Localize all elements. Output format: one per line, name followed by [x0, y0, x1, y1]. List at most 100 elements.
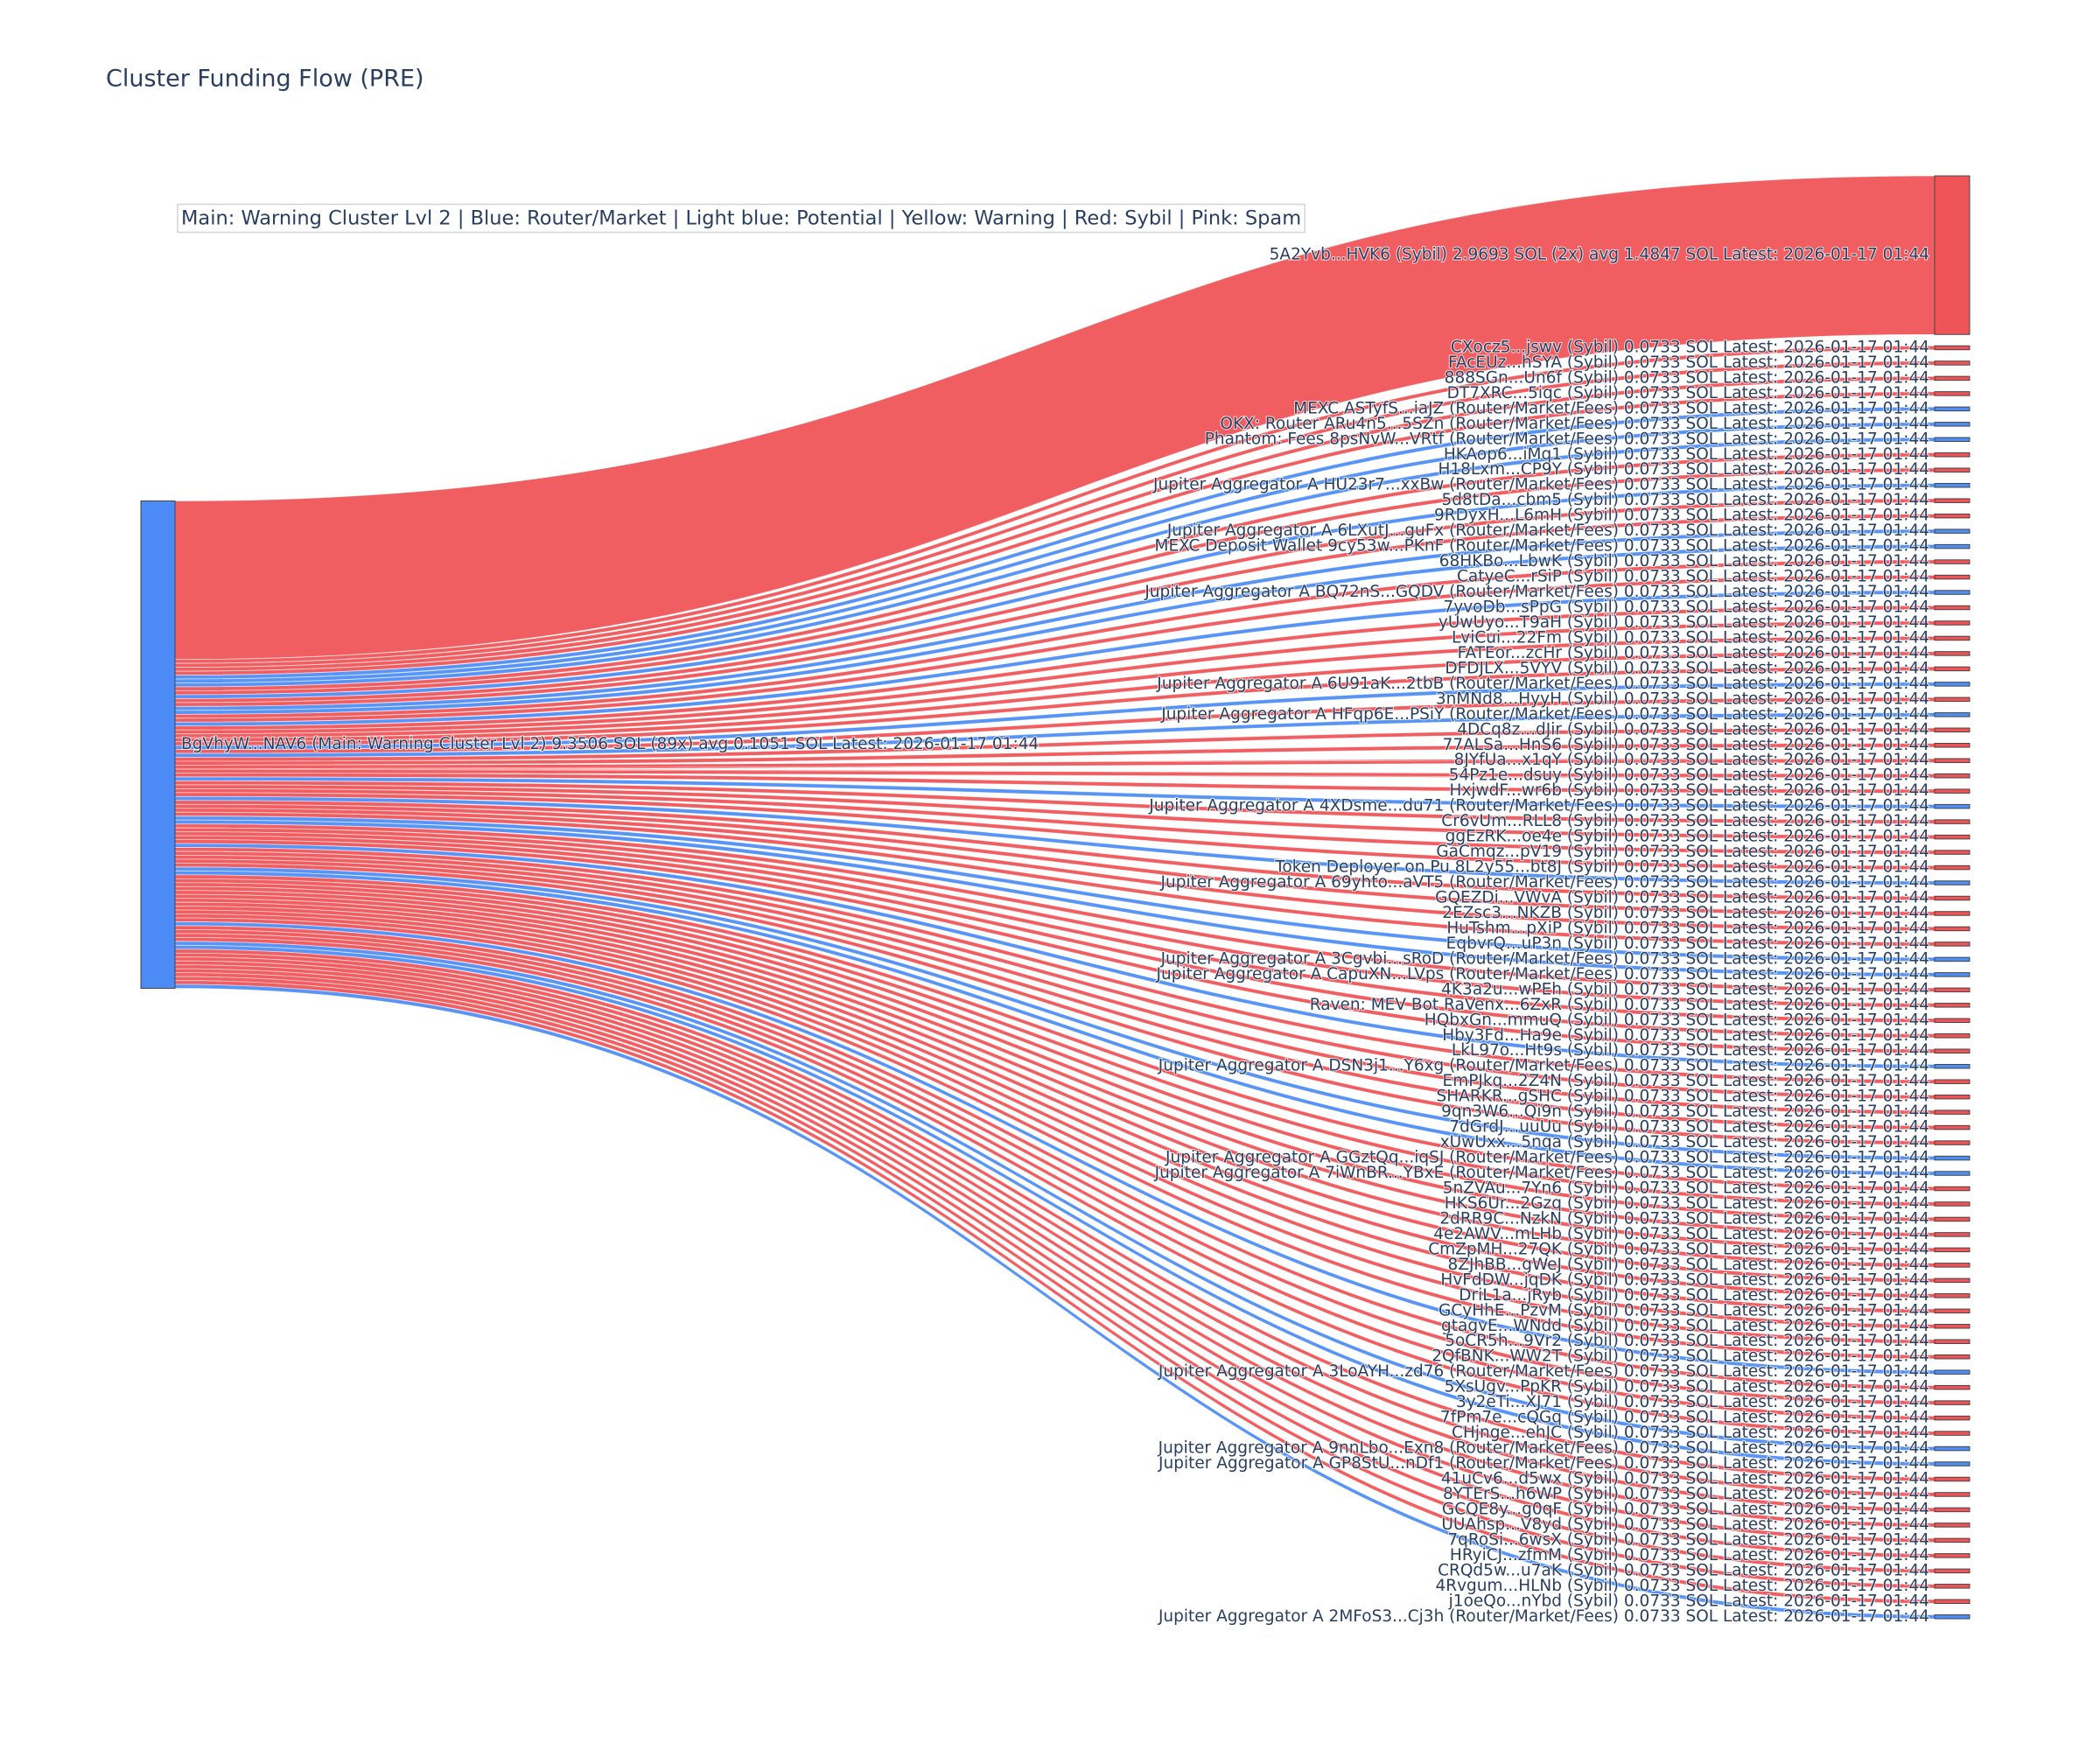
node: [1934, 773, 1970, 779]
node: [1934, 972, 1970, 977]
node-label: HxjwdF...wr6b (Sybil) 0.0733 SOL Latest:…: [1450, 781, 1929, 800]
node-label: 7qRoSi...6wsX (Sybil) 0.0733 SOL Latest:…: [1447, 1530, 1929, 1549]
node: [140, 500, 176, 989]
node: [1934, 1003, 1970, 1008]
node: [1934, 528, 1970, 534]
node-label: Jupiter Aggregator A 3Cgvbi...sRoD (Rout…: [1160, 949, 1929, 968]
node: [1934, 1492, 1970, 1497]
node-label: GQEZDi...VWvA (Sybil) 0.0733 SOL Latest:…: [1435, 889, 1929, 907]
node-label: Jupiter Aggregator A 6U91aK...2tbB (Rout…: [1156, 675, 1929, 693]
node-label: 5nZVAu...7Yn6 (Sybil) 0.0733 SOL Latest:…: [1443, 1180, 1929, 1198]
node-label: yUwUyo...T9aH (Sybil) 0.0733 SOL Latest:…: [1438, 613, 1929, 632]
node-label: CmZpMH...27QK (Sybil) 0.0733 SOL Latest:…: [1428, 1240, 1929, 1258]
node: [1934, 437, 1970, 443]
node: [1934, 1324, 1970, 1329]
node-label: Jupiter Aggregator A BQ72nS...GQDV (Rout…: [1144, 583, 1929, 601]
node: [1934, 391, 1970, 396]
node: [1934, 452, 1970, 458]
node: [1934, 175, 1970, 335]
node: [1934, 1400, 1970, 1405]
node: [1934, 1063, 1970, 1069]
node-label: 9RDyxH...L6mH (Sybil) 0.0733 SOL Latest:…: [1434, 507, 1929, 525]
node-label: Jupiter Aggregator A HU23r7...xxBw (Rout…: [1152, 476, 1929, 494]
node: [1934, 1201, 1970, 1207]
node-label: EqbvrQ...uP3n (Sybil) 0.0733 SOL Latest:…: [1446, 934, 1929, 953]
node: [1934, 467, 1970, 472]
node: [1934, 635, 1970, 641]
node: [1934, 926, 1970, 932]
node: [1934, 651, 1970, 656]
node: [1934, 942, 1970, 947]
node: [1934, 1186, 1970, 1192]
node: [1934, 1018, 1970, 1024]
node: [1934, 1568, 1970, 1574]
node: [1934, 1369, 1970, 1375]
node: [1934, 1446, 1970, 1452]
node: [1934, 1263, 1970, 1268]
node-label: 77ALSa...HnS6 (Sybil) 0.0733 SOL Latest:…: [1443, 736, 1929, 754]
node: [1934, 1232, 1970, 1237]
links: [174, 175, 1936, 1620]
node-label: EmPJkq...2Z4N (Sybil) 0.0733 SOL Latest:…: [1443, 1072, 1929, 1090]
node: [1934, 574, 1970, 580]
node: [1934, 1384, 1970, 1390]
node: [1934, 1155, 1970, 1161]
node: [1934, 1094, 1970, 1100]
node-label: 2EZsc3...NKZB (Sybil) 0.0733 SOL Latest:…: [1442, 904, 1929, 922]
node-label: Jupiter Aggregator A 2MFoS3...Cj3h (Rout…: [1158, 1607, 1929, 1626]
node: [1934, 1599, 1970, 1605]
node-label: 2dRR9C...NzkN (Sybil) 0.0733 SOL Latest:…: [1439, 1209, 1929, 1228]
node: [1934, 895, 1970, 901]
node: [1934, 1614, 1970, 1620]
legend-box: [177, 203, 1306, 234]
node: [1934, 620, 1970, 626]
node: [1934, 727, 1970, 733]
node-label: 5d8tDa...cbm5 (Sybil) 0.0733 SOL Latest:…: [1442, 491, 1929, 509]
node: [1934, 1415, 1970, 1421]
node: [1934, 1553, 1970, 1558]
node-label: UUAhsp...V8yd (Sybil) 0.0733 SOL Latest:…: [1441, 1516, 1929, 1534]
node-label: HRyiCJ...zfmM (Sybil) 0.0733 SOL Latest:…: [1450, 1546, 1929, 1564]
node-label: gtagvE...WNdd (Sybil) 0.0733 SOL Latest:…: [1441, 1317, 1929, 1335]
node: [1934, 1537, 1970, 1544]
node-label: 5XsUgv...PpKR (Sybil) 0.0733 SOL Latest:…: [1445, 1378, 1929, 1396]
node-label: GCyHhE...PzvM (Sybil) 0.0733 SOL Latest:…: [1438, 1301, 1929, 1320]
node: [1934, 758, 1970, 763]
node-label: j1oeQo...nYbd (Sybil) 0.0733 SOL Latest:…: [1448, 1592, 1929, 1610]
node: [1934, 1140, 1970, 1145]
node-label: Jupiter Aggregator A 7iWnBR...YBxE (Rout…: [1154, 1164, 1929, 1182]
node: [1934, 345, 1970, 351]
node: [1934, 1507, 1970, 1513]
node-label: 4DCq8z...dJir (Sybil) 0.0733 SOL Latest:…: [1457, 720, 1929, 738]
node-label: LviCui...22Fm (Sybil) 0.0733 SOL Latest:…: [1452, 628, 1929, 647]
node-label: Cr6vUm...RLL8 (Sybil) 0.0733 SOL Latest:…: [1441, 812, 1929, 830]
nodes: [140, 175, 1970, 1620]
node-label: Jupiter Aggregator A 9nnLbo...Exn8 (Rout…: [1158, 1439, 1929, 1458]
node-label: HKS6Ur...2Gzq (Sybil) 0.0733 SOL Latest:…: [1445, 1194, 1929, 1213]
node: [1934, 1110, 1970, 1115]
node-label: DT7XRC...5iqc (Sybil) 0.0733 SOL Latest:…: [1447, 384, 1929, 402]
node: [1934, 987, 1970, 993]
node: [1934, 1308, 1970, 1314]
node-label: CRQd5w...u7aK (Sybil) 0.0733 SOL Latest:…: [1438, 1561, 1929, 1579]
node: [1934, 1293, 1970, 1298]
node: [1934, 850, 1970, 855]
node-label: xUwUxx...5nqa (Sybil) 0.0733 SOL Latest:…: [1440, 1133, 1929, 1152]
node-label: 8JYfUa...x1qY (Sybil) 0.0733 SOL Latest:…: [1454, 751, 1929, 769]
node-label: BgVhyW...NAV6 (Main: Warning Cluster Lvl…: [181, 735, 1039, 753]
node-label: 888SGn...Un6f (Sybil) 0.0733 SOL Latest:…: [1445, 368, 1929, 387]
node-label: 3y2eTi...XJ71 (Sybil) 0.0733 SOL Latest:…: [1456, 1393, 1929, 1411]
node-label: 9qn3W6...Qi9n (Sybil) 0.0733 SOL Latest:…: [1441, 1102, 1929, 1121]
node-label: 41uCv6...d5wx (Sybil) 0.0733 SOL Latest:…: [1441, 1470, 1929, 1488]
node: [1934, 864, 1970, 871]
node: [1934, 1339, 1970, 1344]
legend-text: Main: Warning Cluster Lvl 2 | Blue: Rout…: [181, 207, 1301, 230]
node: [1934, 956, 1970, 962]
node: [1934, 696, 1970, 703]
node-label: LkL97o...Ht9s (Sybil) 0.0733 SOL Latest:…: [1452, 1041, 1929, 1060]
node-label: Jupiter Aggregator A HFqp6E...PSiY (Rout…: [1160, 705, 1929, 724]
labels: BgVhyW...NAV6 (Main: Warning Cluster Lvl…: [180, 245, 1930, 1627]
node-label: H18Lxm...CP9Y (Sybil) 0.0733 SOL Latest:…: [1438, 460, 1929, 479]
node-label: CatyeC...rSiP (Sybil) 0.0733 SOL Latest:…: [1457, 568, 1929, 586]
